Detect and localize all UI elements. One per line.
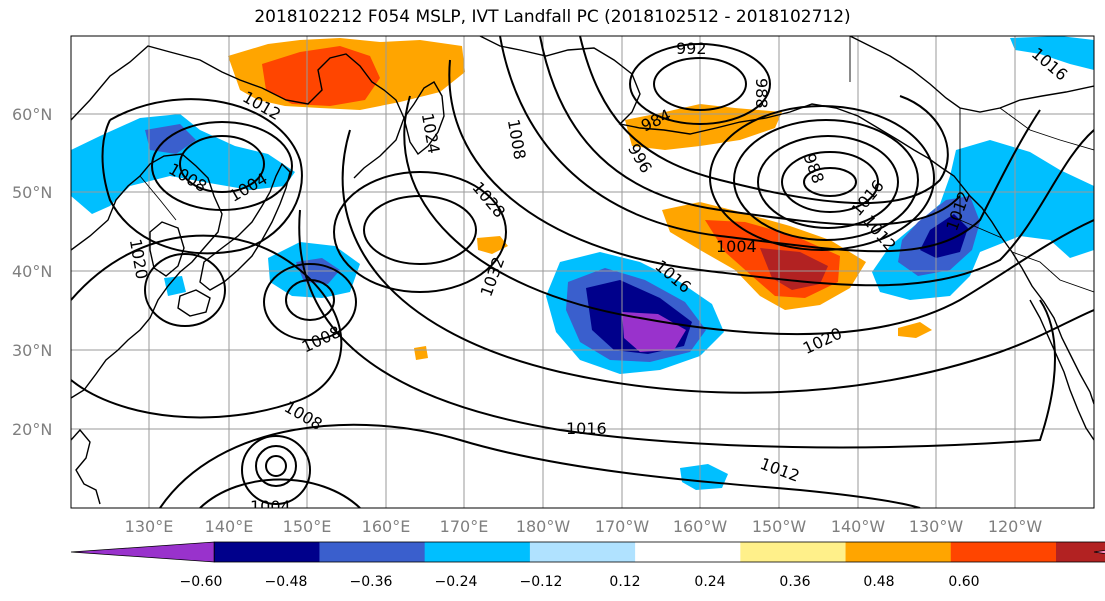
colorbar-segment bbox=[740, 542, 847, 562]
graticule bbox=[71, 36, 1094, 508]
colorbar-segment bbox=[529, 542, 636, 562]
coastline-philippines bbox=[71, 428, 101, 505]
coastline-japan-south bbox=[177, 289, 211, 317]
map-title: 2018102212 F054 MSLP, IVT Landfall PC (2… bbox=[254, 7, 851, 27]
lon-label: 140°E bbox=[205, 517, 254, 536]
lon-label: 170°W bbox=[595, 517, 650, 536]
colorbar-tick-label: −0.60 bbox=[180, 574, 223, 590]
coastline-mexico bbox=[1029, 299, 1094, 441]
colorbar-segment bbox=[319, 542, 426, 562]
lat-label-60n: 60°N bbox=[12, 105, 52, 124]
isobar-label: 1004 bbox=[716, 237, 757, 256]
colorbar-outline bbox=[213, 541, 1105, 563]
colorbar-segment bbox=[70, 541, 215, 563]
colorbar-tick-label: −0.24 bbox=[435, 574, 478, 590]
colorbar-segment bbox=[950, 542, 1057, 562]
lon-label: 180°W bbox=[516, 517, 571, 536]
coastline-asia-east bbox=[71, 153, 223, 399]
ivt-negative-region-west-coast-core bbox=[920, 214, 968, 258]
colorbar-segment bbox=[1093, 549, 1105, 555]
isobar-label: 1016 bbox=[566, 419, 607, 438]
lon-label: 170°E bbox=[440, 517, 489, 536]
isobar-label: 992 bbox=[676, 39, 707, 58]
colorbar-tick-labels: −0.60 −0.48 −0.36 −0.24 −0.12 0.12 0.24 … bbox=[180, 574, 980, 590]
colorbar-segment bbox=[424, 542, 531, 562]
lon-label: 150°W bbox=[752, 517, 807, 536]
colorbar bbox=[70, 541, 1105, 563]
latitude-axis: 20°N 30°N 40°N 50°N 60°N bbox=[12, 105, 52, 439]
coastline-kamchatka bbox=[403, 81, 445, 156]
lon-label: 130°W bbox=[909, 517, 964, 536]
ivt-negative-cell-small-2 bbox=[164, 276, 186, 296]
colorbar-tick-label: 0.24 bbox=[694, 574, 725, 590]
colorbar-tick-label: 0.48 bbox=[863, 574, 894, 590]
lat-label-40n: 40°N bbox=[12, 262, 52, 281]
lon-label: 160°W bbox=[673, 517, 728, 536]
ivt-positive-cell-small-1 bbox=[477, 236, 508, 254]
colorbar-tick-label: 0.12 bbox=[609, 574, 640, 590]
colorbar-segment bbox=[635, 542, 741, 562]
coastline-korea bbox=[149, 221, 185, 277]
lon-label: 140°W bbox=[831, 517, 886, 536]
lat-label-30n: 30°N bbox=[12, 341, 52, 360]
ivt-positive-cell-small-3 bbox=[414, 346, 428, 360]
colorbar-tick-label: −0.36 bbox=[350, 574, 393, 590]
ivt-positive-cell-small-2 bbox=[898, 322, 932, 338]
colorbar-tick-label: 0.36 bbox=[779, 574, 810, 590]
lon-label: 160°E bbox=[362, 517, 411, 536]
colorbar-segment bbox=[1056, 542, 1105, 562]
colorbar-tick-label: 0.60 bbox=[948, 574, 979, 590]
colorbar-tick-label: −0.12 bbox=[520, 574, 563, 590]
political-borders bbox=[139, 36, 1094, 293]
ivt-negative-region-central-pacific-max bbox=[622, 312, 686, 352]
lon-label: 120°W bbox=[988, 517, 1043, 536]
map-frame bbox=[70, 35, 1095, 509]
mslp-isobars bbox=[71, 36, 1094, 508]
lat-label-50n: 50°N bbox=[12, 183, 52, 202]
lat-label-20n: 20°N bbox=[12, 420, 52, 439]
coastline-alaska bbox=[479, 36, 1094, 405]
colorbar-tick-label: −0.48 bbox=[265, 574, 308, 590]
colorbar-segment bbox=[845, 542, 952, 562]
isobar-label: 1004 bbox=[250, 497, 291, 516]
ivt-negative-region-north-america bbox=[1010, 36, 1094, 70]
isobar-label: 988 bbox=[752, 78, 771, 109]
lon-label: 130°E bbox=[125, 517, 174, 536]
colorbar-segment bbox=[214, 542, 320, 562]
lon-label: 150°E bbox=[283, 517, 332, 536]
longitude-axis: 130°E 140°E 150°E 160°E 170°E 180°W 170°… bbox=[125, 517, 1043, 536]
ivt-strong-region-east-asia bbox=[262, 46, 380, 106]
ivt-negative-region-japan-north bbox=[71, 114, 295, 214]
